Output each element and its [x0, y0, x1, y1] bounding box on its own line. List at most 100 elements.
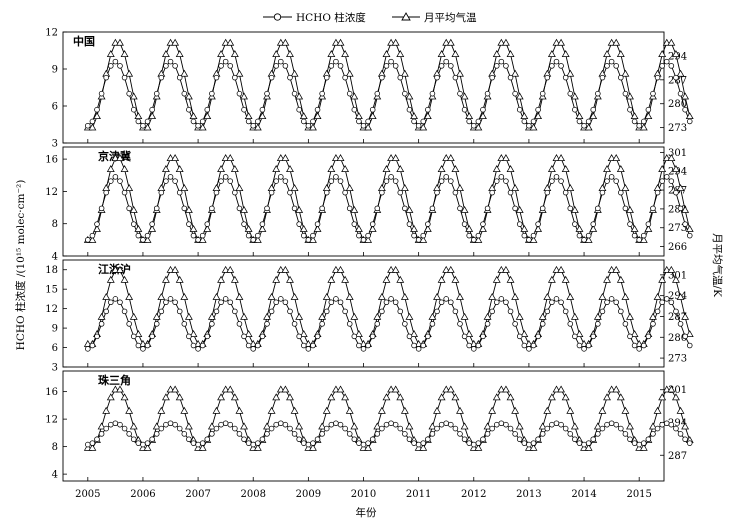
temp-point [327, 165, 336, 172]
temp-point [681, 92, 690, 100]
temp-point [258, 224, 267, 232]
temp-point [524, 443, 533, 451]
hcho-point [319, 321, 325, 327]
hcho-point [677, 321, 684, 327]
hcho-point [255, 232, 261, 239]
hcho-point [383, 421, 390, 428]
temp-point [616, 275, 625, 283]
temp-point [446, 385, 455, 393]
temp-point [221, 265, 230, 273]
hcho-point [209, 90, 215, 97]
hcho-point [314, 333, 321, 340]
hcho-point [425, 106, 431, 113]
temp-point [189, 224, 198, 232]
temp-point [166, 265, 175, 273]
hcho-point [209, 205, 215, 212]
temp-point [575, 330, 584, 337]
hcho-point [493, 299, 500, 306]
hcho-point [425, 221, 431, 227]
hcho-point [314, 221, 321, 227]
x-tick-label: 2007 [185, 489, 210, 500]
hcho-point [420, 118, 427, 125]
hcho-point [328, 299, 335, 306]
hcho-point [507, 189, 514, 196]
temp-point [230, 165, 239, 172]
temp-point [672, 50, 680, 57]
hcho-point [415, 122, 422, 129]
hcho-point [108, 421, 114, 428]
hcho-point [117, 421, 123, 428]
hcho-point [567, 205, 574, 212]
hcho-point [429, 431, 436, 437]
hcho-point [567, 90, 574, 97]
hcho-point [241, 221, 247, 227]
panels: 3 6 9 12 273 280 287 294 中国 4 8 12 16 266 273 280 287 294… [45, 28, 694, 482]
hcho-point [627, 106, 633, 113]
hcho-point [507, 74, 514, 81]
hcho-point [273, 178, 279, 184]
hcho-point [618, 308, 624, 315]
hcho-point [429, 90, 436, 97]
hcho-point [420, 440, 427, 446]
temp-point [423, 224, 432, 232]
temp-point [341, 165, 350, 172]
temp-point [511, 69, 520, 77]
hcho-point [443, 420, 449, 427]
temp-point [313, 224, 322, 232]
hcho-point [599, 189, 606, 196]
hcho-point [296, 333, 302, 340]
hcho-point [549, 63, 555, 69]
hcho-point [604, 299, 610, 306]
hcho-point [673, 74, 679, 81]
temp-point [400, 69, 409, 77]
temp-point [396, 393, 405, 401]
left-y-axis-title: HCHO 柱浓度 /(10¹⁵ molec·cm⁻²) [14, 180, 27, 351]
temp-point [175, 165, 184, 172]
hcho-point [126, 205, 132, 212]
hcho-point [356, 232, 362, 239]
hcho-point [581, 237, 587, 243]
hcho-point [429, 205, 436, 212]
hcho-point [507, 425, 514, 432]
hcho-point [89, 118, 96, 125]
temp-point [515, 422, 524, 430]
hcho-point [190, 440, 197, 446]
right-tick-label: 280 [668, 333, 687, 344]
temp-point [331, 154, 340, 161]
hcho-point [535, 333, 541, 340]
temp-point [221, 38, 230, 46]
temp-point [111, 385, 120, 393]
temp-point [286, 165, 294, 172]
hcho-point [471, 346, 477, 352]
hcho-point [255, 118, 261, 125]
temp-point [681, 205, 690, 213]
hcho-point [673, 189, 679, 196]
hcho-point [181, 90, 188, 97]
temp-point [685, 224, 694, 232]
hcho-point [590, 436, 597, 443]
hcho-point [498, 420, 505, 427]
hcho-point [98, 90, 105, 97]
temp-point [419, 235, 428, 243]
hcho-point [89, 440, 96, 446]
hcho-point [337, 421, 344, 428]
hcho-point [539, 90, 546, 97]
hcho-point [259, 106, 266, 113]
hcho-point [392, 178, 399, 184]
temp-point [125, 69, 134, 77]
hcho-point [369, 221, 376, 227]
hcho-point [328, 421, 335, 428]
hcho-point [480, 436, 486, 443]
hcho-point [360, 237, 367, 243]
hcho-point [126, 321, 132, 327]
hcho-point [117, 63, 123, 69]
hcho-point [466, 342, 472, 349]
temp-point [474, 235, 483, 243]
hcho-point [471, 122, 477, 129]
hcho-point [149, 221, 155, 227]
hcho-point [392, 421, 399, 428]
temp-point [442, 265, 451, 273]
temp-point [184, 205, 193, 213]
hcho-point [140, 346, 146, 352]
temp-point [658, 275, 667, 283]
